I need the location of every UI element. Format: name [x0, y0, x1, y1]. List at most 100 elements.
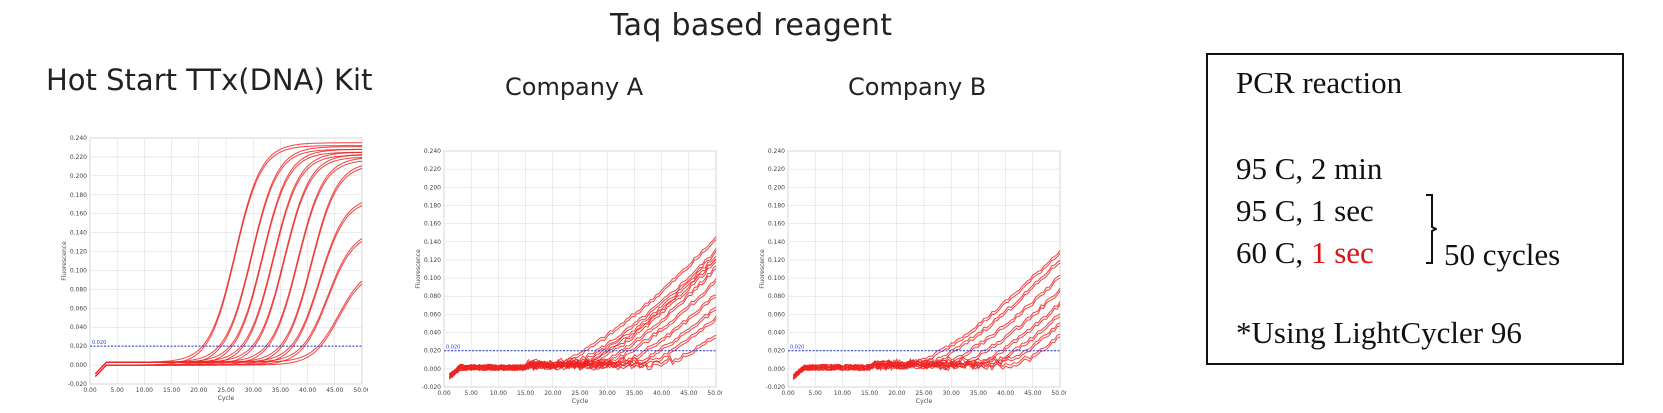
y-tick-label: 0.140: [70, 230, 87, 237]
y-tick-label: 0.180: [768, 202, 785, 209]
protocol-cycles: 50 cycles: [1444, 237, 1561, 272]
y-tick-label: 0.140: [768, 239, 785, 246]
y-axis-label: Fluorescence: [61, 241, 68, 281]
cycle-brace: [1426, 194, 1437, 264]
y-tick-label: 0.160: [70, 211, 87, 218]
x-tick-label: 45.00: [1024, 390, 1041, 397]
y-tick-label: 0.200: [768, 184, 785, 191]
threshold-label: 0.020: [92, 340, 106, 346]
y-tick-label: 0.080: [768, 293, 785, 300]
y-tick-label: 0.000: [768, 366, 785, 373]
amplification-curve: [95, 280, 363, 374]
protocol-step-3: 60 C, 1 sec: [1236, 235, 1374, 271]
y-tick-label: 0.200: [424, 184, 441, 191]
x-tick-label: 35.00: [272, 387, 289, 394]
y-tick-label: 0.100: [768, 275, 785, 282]
x-tick-label: 0.00: [437, 390, 451, 397]
amplification-curve: [95, 283, 363, 377]
protocol-note: *Using LightCycler 96: [1236, 315, 1522, 350]
amplification-curve: [793, 325, 1061, 381]
y-tick-label: 0.180: [424, 202, 441, 209]
x-tick-label: 10.00: [834, 390, 851, 397]
x-tick-label: 30.00: [943, 390, 960, 397]
y-tick-label: -0.020: [766, 384, 786, 391]
x-tick-label: 10.00: [136, 387, 153, 394]
x-axis-label: Cycle: [572, 398, 589, 405]
y-tick-label: 0.200: [70, 173, 87, 180]
x-tick-label: 50.00: [707, 390, 722, 397]
y-tick-label: 0.240: [424, 148, 441, 155]
x-tick-label: 20.00: [888, 390, 905, 397]
panel-title-company-a: Company A: [505, 73, 644, 101]
y-tick-label: 0.120: [768, 257, 785, 264]
x-tick-label: 30.00: [599, 390, 616, 397]
threshold-label: 0.020: [446, 345, 460, 351]
x-tick-label: 20.00: [190, 387, 207, 394]
y-tick-label: 0.140: [424, 239, 441, 246]
y-tick-label: 0.160: [424, 221, 441, 228]
x-tick-label: 5.00: [465, 390, 479, 397]
x-tick-label: 35.00: [626, 390, 643, 397]
protocol-title: PCR reaction: [1236, 65, 1403, 100]
y-tick-label: 0.020: [424, 348, 441, 355]
y-tick-label: 0.220: [424, 166, 441, 173]
x-tick-label: 40.00: [653, 390, 670, 397]
x-tick-label: 45.00: [326, 387, 343, 394]
x-tick-label: 0.00: [781, 390, 795, 397]
threshold-label: 0.020: [790, 345, 804, 351]
x-axis-label: Cycle: [916, 398, 933, 405]
y-tick-label: 0.240: [768, 148, 785, 155]
y-tick-label: 0.120: [70, 249, 87, 256]
y-tick-label: 0.040: [424, 330, 441, 337]
x-tick-label: 25.00: [915, 390, 932, 397]
x-tick-label: 5.00: [111, 387, 125, 394]
y-axis-label: Fluorescence: [759, 249, 766, 289]
amplification-plot-company-b: -0.020 0.000 0.020 0.040 0.060 0.080 0.100 0.12…: [759, 148, 1066, 405]
protocol-step-3-temp: 60 C,: [1236, 235, 1311, 270]
y-tick-label: 0.000: [424, 366, 441, 373]
x-tick-label: 50.00: [1051, 390, 1066, 397]
y-tick-label: 0.180: [70, 192, 87, 199]
x-axis-label: Cycle: [218, 395, 235, 402]
figure-title: Taq based reagent: [610, 8, 893, 43]
y-tick-label: 0.000: [70, 362, 87, 369]
amplification-plot-hot-start: -0.020 0.000 0.020 0.040 0.060 0.080 0.100 0.12…: [61, 135, 368, 402]
amplification-curve: [449, 337, 717, 379]
x-tick-label: 5.00: [809, 390, 823, 397]
y-tick-label: 0.020: [70, 343, 87, 350]
y-tick-label: 0.060: [768, 311, 785, 318]
panel-title-hot-start: Hot Start TTx(DNA) Kit: [46, 63, 373, 97]
y-tick-label: 0.100: [70, 267, 87, 274]
x-tick-label: 45.00: [680, 390, 697, 397]
y-tick-label: 0.080: [424, 293, 441, 300]
amplification-curve: [793, 322, 1061, 378]
x-tick-label: 40.00: [997, 390, 1014, 397]
y-tick-label: 0.020: [768, 348, 785, 355]
y-tick-label: 0.060: [70, 305, 87, 312]
pcr-protocol-box: PCR reaction 95 C, 2 min 95 C, 1 sec 60 …: [1206, 53, 1624, 365]
x-tick-label: 0.00: [83, 387, 97, 394]
y-tick-label: 0.080: [70, 286, 87, 293]
protocol-step-1: 95 C, 2 min: [1236, 151, 1383, 186]
y-axis-label: Fluorescence: [415, 249, 422, 289]
x-tick-label: 15.00: [163, 387, 180, 394]
y-tick-label: -0.020: [422, 384, 442, 391]
x-tick-label: 50.00: [353, 387, 368, 394]
panel-title-company-b: Company B: [848, 73, 987, 101]
amplification-curve: [449, 334, 717, 376]
x-tick-label: 15.00: [517, 390, 534, 397]
x-tick-label: 15.00: [861, 390, 878, 397]
amplification-plot-company-a: -0.020 0.000 0.020 0.040 0.060 0.080 0.100 0.12…: [415, 148, 722, 405]
amplification-curve: [793, 333, 1061, 377]
y-tick-label: 0.040: [70, 324, 87, 331]
x-tick-label: 40.00: [299, 387, 316, 394]
y-tick-label: 0.100: [424, 275, 441, 282]
y-tick-label: 0.220: [768, 166, 785, 173]
y-tick-label: -0.020: [68, 381, 88, 388]
x-tick-label: 25.00: [571, 390, 588, 397]
y-tick-label: 0.160: [768, 221, 785, 228]
y-tick-label: 0.240: [70, 135, 87, 142]
y-tick-label: 0.120: [424, 257, 441, 264]
y-tick-label: 0.040: [768, 330, 785, 337]
y-tick-label: 0.220: [70, 154, 87, 161]
